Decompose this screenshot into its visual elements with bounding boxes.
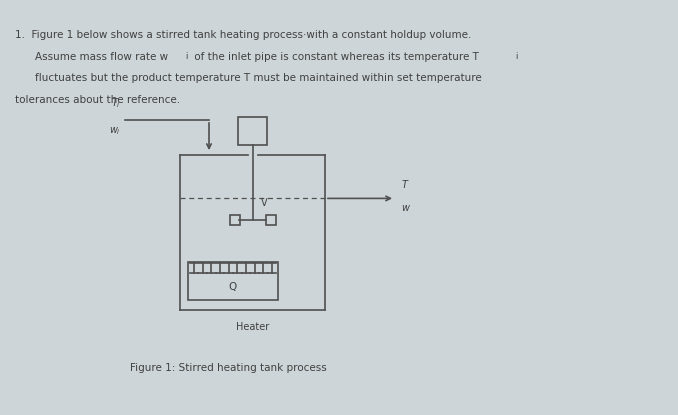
Text: Figure 1: Stirred heating tank process: Figure 1: Stirred heating tank process (130, 363, 327, 373)
Bar (229, 215, 239, 225)
Text: 1.  Figure 1 below shows a stirred tank heating process·with a constant holdup v: 1. Figure 1 below shows a stirred tank h… (15, 30, 471, 40)
Text: of the inlet pipe is constant whereas its temperature T: of the inlet pipe is constant whereas it… (191, 52, 479, 62)
Text: Q: Q (229, 282, 237, 292)
Text: $T$: $T$ (401, 178, 410, 190)
Text: V: V (260, 198, 267, 208)
Bar (266, 215, 275, 225)
Text: $T_i$: $T_i$ (111, 96, 121, 110)
Text: i: i (186, 52, 188, 61)
Text: tolerances about the reference.: tolerances about the reference. (15, 95, 180, 105)
Text: fluctuates but the product temperature T must be maintained within set temperatu: fluctuates but the product temperature T… (35, 73, 482, 83)
Text: Heater: Heater (236, 322, 269, 332)
Text: $w$: $w$ (401, 203, 411, 213)
Bar (239, 117, 266, 145)
Text: i: i (515, 52, 518, 61)
Text: Assume mass flow rate w: Assume mass flow rate w (35, 52, 168, 62)
Bar (188, 262, 278, 300)
Text: $w_i$: $w_i$ (109, 125, 121, 137)
